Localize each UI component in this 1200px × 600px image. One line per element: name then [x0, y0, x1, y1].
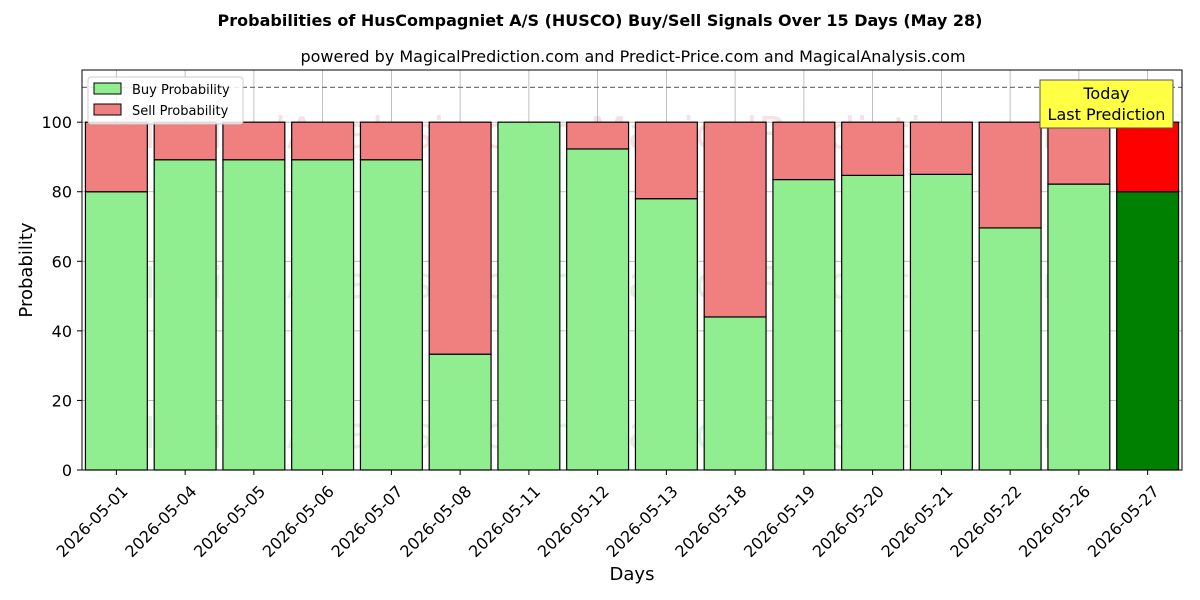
legend: Buy Probability Sell Probability [87, 76, 244, 125]
sell-bar [359, 121, 423, 161]
bars [84, 121, 1180, 471]
buy-bar [1047, 183, 1111, 471]
buy-bar [359, 159, 423, 471]
x-tick-label: 2026-05-18 [671, 482, 750, 561]
buy-bar [634, 198, 698, 471]
y-tick-label: 20 [52, 391, 72, 410]
legend-label: Buy Probability [132, 83, 230, 98]
sell-bar [1047, 121, 1111, 185]
buy-bar [909, 173, 973, 471]
annotation-box [1039, 79, 1174, 129]
buy-bar [1116, 191, 1180, 471]
y-tick-label: 60 [52, 252, 72, 271]
buy-bar [84, 191, 148, 471]
y-tick-label: 0 [62, 461, 72, 480]
x-tick-label: 2026-05-01 [53, 482, 132, 561]
buy-bar [291, 159, 355, 471]
sell-bar [703, 121, 767, 318]
sell-bar [634, 121, 698, 200]
x-tick-label: 2026-05-11 [465, 482, 544, 561]
sell-bar [222, 121, 286, 161]
y-axis-label: Probability [16, 222, 37, 317]
legend-box [87, 76, 244, 125]
buy-bar [703, 316, 767, 471]
x-tick-label: 2026-05-05 [190, 482, 269, 561]
sell-bar [84, 121, 148, 193]
x-tick-label: 2026-05-22 [946, 482, 1025, 561]
buy-bar [222, 159, 286, 471]
buy-bar [978, 227, 1042, 471]
x-tick-label: 2026-05-13 [603, 482, 682, 561]
sell-bar [566, 121, 630, 150]
x-tick-label: 2026-05-07 [328, 482, 407, 561]
buy-bar [772, 178, 836, 471]
buy-bar [153, 159, 217, 471]
buy-bar [428, 353, 492, 471]
sell-bar [841, 121, 905, 176]
x-tick-label: 2026-05-26 [1015, 482, 1094, 561]
plot-area-frame [81, 69, 1183, 471]
legend-swatch [93, 82, 122, 95]
x-tick-label: 2026-05-20 [809, 482, 888, 561]
buy-bar [497, 121, 561, 471]
chart-title: Probabilities of HusCompagniet A/S (HUSC… [218, 11, 983, 30]
x-tick-label: 2026-05-12 [534, 482, 613, 561]
x-axis-label: Days [610, 564, 655, 585]
x-tick-label: 2026-05-04 [121, 482, 200, 561]
legend-label: Sell Probability [132, 104, 229, 119]
sell-bar [909, 121, 973, 175]
y-tick-label: 80 [52, 183, 72, 202]
y-tick-label: 40 [52, 322, 72, 341]
annotation-text: Today [1082, 84, 1129, 103]
sell-bar [978, 121, 1042, 229]
x-tick-label: 2026-05-06 [259, 482, 338, 561]
sell-bar [153, 121, 217, 161]
y-tick-label: 100 [41, 113, 72, 132]
buy-bar [566, 148, 630, 471]
sell-bar [1116, 121, 1180, 193]
x-tick-label: 2026-05-21 [878, 482, 957, 561]
buy-bar [841, 174, 905, 471]
sell-bar [772, 121, 836, 181]
x-tick-label: 2026-05-27 [1084, 482, 1163, 561]
chart-subtitle: powered by MagicalPrediction.com and Pre… [300, 47, 965, 66]
x-tick-label: 2026-05-08 [396, 482, 475, 561]
sell-bar [291, 121, 355, 161]
annotation-text: Last Prediction [1048, 105, 1166, 124]
today-annotation: Today Last Prediction [1039, 79, 1174, 129]
x-tick-label: 2026-05-19 [740, 482, 819, 561]
legend-swatch [93, 103, 122, 116]
sell-bar [428, 121, 492, 355]
